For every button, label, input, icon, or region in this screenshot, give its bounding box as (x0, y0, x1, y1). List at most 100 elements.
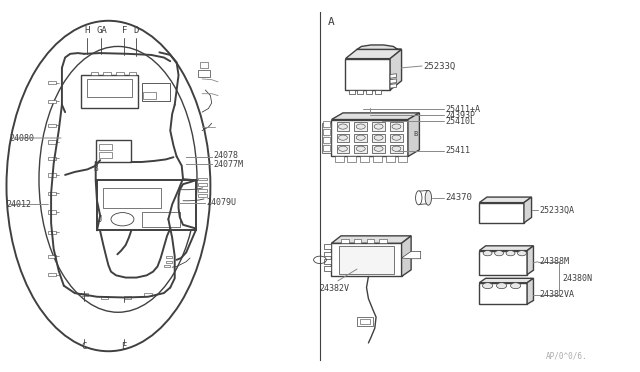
Circle shape (518, 251, 527, 256)
Polygon shape (390, 84, 396, 88)
Text: 24077M: 24077M (213, 160, 243, 169)
Bar (124, 296, 131, 299)
Bar (323, 137, 330, 143)
Text: 24393P: 24393P (445, 110, 476, 120)
Polygon shape (372, 122, 385, 131)
Bar (323, 121, 330, 126)
Polygon shape (390, 79, 396, 83)
Polygon shape (324, 259, 332, 263)
Bar (116, 71, 124, 75)
Text: 24079U: 24079U (207, 198, 237, 207)
Bar (48, 140, 56, 144)
Text: B: B (413, 131, 417, 137)
Circle shape (339, 124, 348, 129)
Polygon shape (419, 190, 428, 205)
Text: H: H (84, 26, 90, 35)
Polygon shape (524, 197, 532, 223)
Polygon shape (337, 134, 349, 142)
Polygon shape (527, 246, 534, 275)
Polygon shape (324, 266, 332, 271)
Bar (360, 157, 369, 162)
Bar (164, 265, 170, 267)
Bar (48, 173, 56, 177)
Bar (166, 260, 172, 263)
Bar (348, 157, 356, 162)
Polygon shape (479, 197, 532, 203)
Circle shape (339, 146, 348, 151)
Circle shape (506, 251, 515, 256)
Bar (335, 157, 344, 162)
Polygon shape (401, 236, 411, 276)
Text: GA: GA (97, 26, 108, 35)
Circle shape (495, 251, 504, 256)
Polygon shape (408, 113, 419, 157)
Polygon shape (349, 90, 355, 94)
Circle shape (374, 124, 383, 129)
Text: 25411: 25411 (445, 147, 470, 155)
Polygon shape (390, 145, 403, 153)
Bar (48, 211, 56, 214)
Text: 24080: 24080 (9, 134, 34, 142)
Polygon shape (390, 49, 401, 90)
Polygon shape (332, 243, 401, 276)
Bar (96, 140, 131, 162)
Text: B: B (93, 164, 98, 173)
Bar (97, 180, 196, 230)
Bar (48, 124, 56, 127)
Polygon shape (479, 278, 534, 283)
Bar (386, 157, 394, 162)
Bar (144, 294, 152, 296)
Polygon shape (390, 74, 396, 78)
Polygon shape (390, 134, 403, 142)
Polygon shape (337, 122, 349, 131)
Circle shape (483, 283, 493, 289)
Bar (48, 255, 56, 258)
Text: 25233QA: 25233QA (540, 205, 574, 215)
Text: 24380N: 24380N (562, 274, 592, 283)
Polygon shape (332, 113, 419, 119)
Bar (198, 194, 207, 197)
Text: 24382V: 24382V (319, 284, 349, 293)
Text: F: F (122, 26, 127, 35)
Text: 24078: 24078 (213, 151, 238, 160)
Bar (48, 231, 56, 234)
Polygon shape (375, 90, 381, 94)
Polygon shape (355, 145, 367, 153)
Polygon shape (367, 239, 374, 243)
Polygon shape (324, 244, 332, 249)
Text: 24388M: 24388M (540, 257, 569, 266)
Ellipse shape (415, 191, 422, 205)
Bar (81, 294, 88, 296)
Bar (48, 81, 56, 84)
Text: J: J (98, 215, 102, 224)
Bar (357, 317, 373, 326)
Bar (166, 256, 172, 258)
Text: E: E (121, 342, 127, 351)
Ellipse shape (425, 190, 431, 205)
Polygon shape (339, 246, 394, 273)
Bar (373, 157, 382, 162)
Bar (141, 83, 170, 101)
Circle shape (356, 135, 365, 140)
Polygon shape (401, 251, 420, 259)
Polygon shape (366, 90, 372, 94)
Bar (48, 100, 56, 103)
Circle shape (511, 283, 521, 289)
Polygon shape (479, 283, 527, 304)
Bar (99, 152, 111, 158)
Circle shape (483, 251, 492, 256)
Bar (103, 188, 161, 208)
Bar (48, 192, 56, 195)
Bar (48, 273, 56, 276)
Circle shape (374, 146, 383, 151)
Polygon shape (479, 246, 534, 251)
Text: 24382VA: 24382VA (540, 291, 574, 299)
Polygon shape (355, 122, 367, 131)
Bar (198, 177, 207, 180)
Polygon shape (341, 239, 349, 243)
Circle shape (374, 135, 383, 140)
Text: 24370: 24370 (445, 193, 472, 202)
Text: AP/0^0/6.: AP/0^0/6. (546, 351, 588, 360)
Bar (141, 212, 180, 227)
Bar (99, 144, 111, 150)
